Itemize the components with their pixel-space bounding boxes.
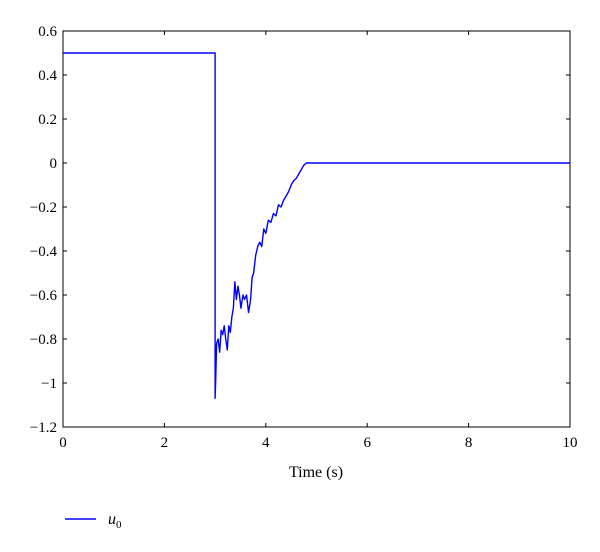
- y-tick-label: 0.6: [38, 24, 57, 40]
- y-tick-label: −0.8: [30, 332, 57, 348]
- x-tick-label: 2: [161, 435, 169, 451]
- y-tick-label: −1: [41, 376, 57, 392]
- x-tick-label: 0: [59, 435, 67, 451]
- y-tick-label: 0.2: [38, 112, 57, 128]
- y-tick-label: −0.2: [30, 200, 57, 216]
- legend-label-u0: u0: [108, 511, 122, 531]
- x-tick-label: 8: [465, 435, 473, 451]
- axis-ticks: [62, 30, 571, 428]
- y-tick-label: −0.6: [30, 288, 58, 304]
- legend: u0: [65, 511, 122, 531]
- legend-label-base: u: [108, 511, 116, 528]
- axis-tick-labels: 0 2 4 6 8 10 0.6 0.4 0.2 0 −0.2 −0.4 −0.6 −0.8 −1 −1.2: [30, 24, 578, 451]
- y-tick-label: −1.2: [30, 420, 57, 436]
- y-tick-label: −0.4: [30, 244, 58, 260]
- x-tick-label: 4: [262, 435, 270, 451]
- plot-area: [62, 30, 571, 428]
- x-axis-label: Time (s): [289, 464, 343, 481]
- legend-label-subscript: 0: [116, 519, 122, 531]
- x-tick-label: 10: [563, 435, 578, 451]
- y-tick-label: 0.4: [38, 68, 57, 84]
- series-line-u0: [63, 52, 570, 400]
- x-tick-label: 6: [363, 435, 371, 451]
- y-tick-label: 0: [50, 156, 58, 172]
